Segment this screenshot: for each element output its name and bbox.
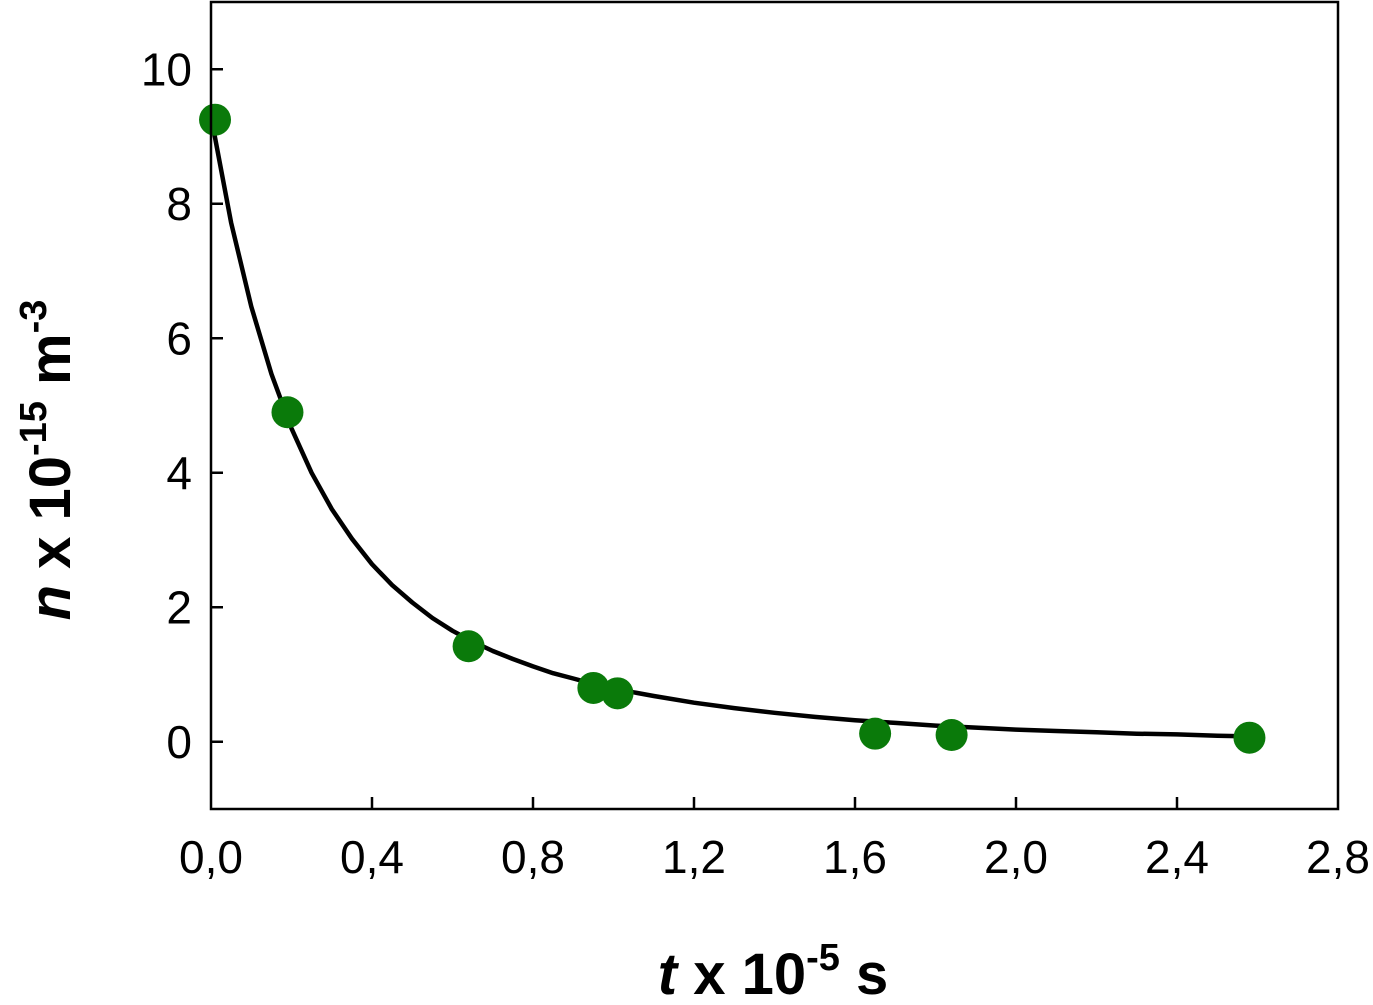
y-axis-mid: x 10	[18, 456, 83, 585]
plot-frame	[209, 0, 1340, 811]
x-axis-unit: s	[840, 942, 888, 1000]
x-tick-label: 0,4	[340, 831, 404, 883]
x-tick-label: 2,0	[984, 831, 1048, 883]
y-tick-label: 6	[166, 312, 192, 364]
y-tick-label: 4	[166, 447, 192, 499]
data-point	[271, 396, 304, 429]
x-axis-exp: -5	[806, 937, 840, 979]
y-axis-var: n	[18, 585, 83, 620]
data-point	[859, 717, 892, 750]
ticks-layer: 0,0 0,4 0,8 1,2 1,6 2,0 2,4 2,8 0 2 4 6 8 10	[141, 43, 1370, 883]
y-tick-label: 0	[166, 716, 192, 768]
data-point	[1233, 721, 1266, 754]
x-tick-label: 2,8	[1306, 831, 1370, 883]
x-tick-label: 1,6	[823, 831, 887, 883]
y-tick-label: 8	[166, 178, 192, 230]
data-point	[601, 677, 634, 710]
y-axis-unit: m	[18, 333, 83, 401]
x-tick-label: 2,4	[1145, 831, 1209, 883]
y-tick-label: 10	[141, 43, 192, 95]
x-axis-title: t x 10-5 s	[658, 937, 889, 1000]
data-point	[452, 630, 485, 663]
y-axis-unit-exp: -3	[13, 300, 55, 334]
fit-curve	[208, 114, 1252, 739]
x-axis-mid: x 10	[677, 942, 806, 1000]
data-point	[935, 719, 968, 752]
x-tick-label: 1,2	[662, 831, 726, 883]
fit-line-layer	[208, 114, 1252, 739]
data-point	[199, 103, 232, 136]
x-tick-label: 0,0	[179, 831, 243, 883]
y-axis-exp: -15	[13, 401, 55, 456]
data-points-layer	[199, 103, 1266, 754]
y-tick-label: 2	[166, 581, 192, 633]
y-axis-title: n x 10-15 m-3	[13, 300, 83, 621]
x-tick-label: 0,8	[501, 831, 565, 883]
x-axis-var: t	[658, 942, 680, 1000]
data-point	[577, 671, 610, 704]
